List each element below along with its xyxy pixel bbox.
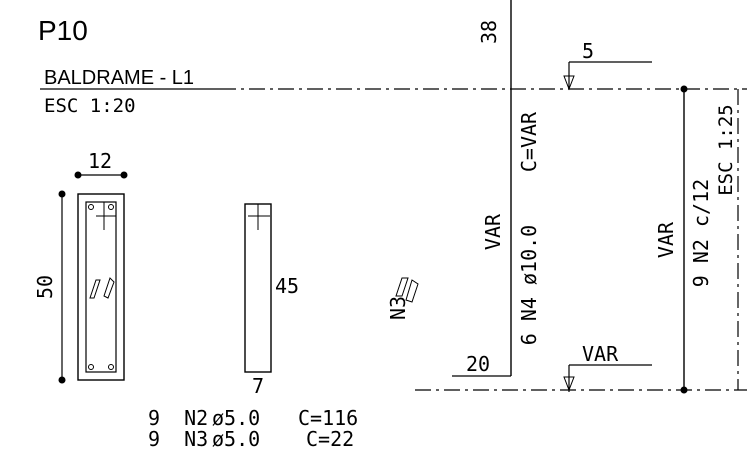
section-outline — [77, 193, 125, 381]
tie-n3-shape — [395, 277, 419, 303]
scale-left: ESC 1:20 — [44, 95, 136, 117]
var-right-label: VAR — [654, 221, 678, 258]
top-offset-arrow — [563, 75, 575, 91]
top-dim-label: 38 — [477, 20, 501, 44]
stirrup-zone-tick-top — [680, 85, 688, 93]
rebar-bottom-right — [108, 364, 114, 370]
stirrup-n2-height-label: 45 — [275, 274, 299, 298]
rebar-top-left — [88, 204, 94, 210]
stirrup-n2-hook — [248, 204, 270, 230]
stirrup-outline — [85, 201, 117, 373]
stirrup-hook — [96, 202, 116, 230]
section-width-label: 12 — [88, 149, 112, 173]
schedule-row-2-diameter: ø5.0 — [212, 427, 260, 451]
elevation-detail: 38 20 VAR 6 N4 ø10.0 C=VAR 5 VAR VAR 9 N… — [220, 0, 747, 394]
bar-length-label: C=VAR — [517, 111, 541, 172]
bottom-dim-label: 20 — [466, 352, 490, 376]
var-left-label: VAR — [481, 213, 505, 250]
section-height-label: 50 — [33, 275, 57, 299]
bar-schedule: 9 N2 ø5.0 C=116 9 N3 ø5.0 C=22 — [148, 406, 358, 451]
stirrup-n2-detail: 45 7 — [244, 203, 299, 398]
tie-n3-label: N3 — [386, 296, 410, 320]
drawing-title: P10 — [38, 15, 88, 46]
scale-right: ESC 1:25 — [715, 104, 737, 196]
width-dim-tick-right — [120, 171, 128, 179]
schedule-row-2-length: C=22 — [306, 427, 354, 451]
stirrup-zone-tick-bottom — [680, 386, 688, 394]
width-dim-tick-left — [74, 171, 82, 179]
schedule-row-1-diameter: ø5.0 — [212, 406, 260, 430]
bar-label: 6 N4 ø10.0 — [517, 225, 541, 345]
tie-n3 — [89, 277, 115, 299]
tie-n3-detail: N3 — [386, 277, 419, 320]
schedule-row-1-length: C=116 — [298, 406, 358, 430]
stirrup-n2-width-label: 7 — [252, 374, 264, 398]
schedule-row-2-qty: 9 N3 — [148, 427, 208, 451]
rebar-top-right — [108, 204, 114, 210]
bottom-offset-label: VAR — [582, 342, 619, 366]
top-offset-label: 5 — [582, 39, 594, 63]
rebar-bottom-left — [88, 364, 94, 370]
height-dim-tick-top — [58, 190, 66, 198]
cross-section: 12 50 — [33, 149, 128, 384]
bottom-offset-arrow — [563, 376, 575, 392]
height-dim-tick-bottom — [58, 376, 66, 384]
schedule-row-1-qty: 9 N2 — [148, 406, 208, 430]
section-name: BALDRAME - L1 — [44, 67, 194, 89]
stirrup-spacing-label: 9 N2 c/12 — [689, 179, 713, 287]
